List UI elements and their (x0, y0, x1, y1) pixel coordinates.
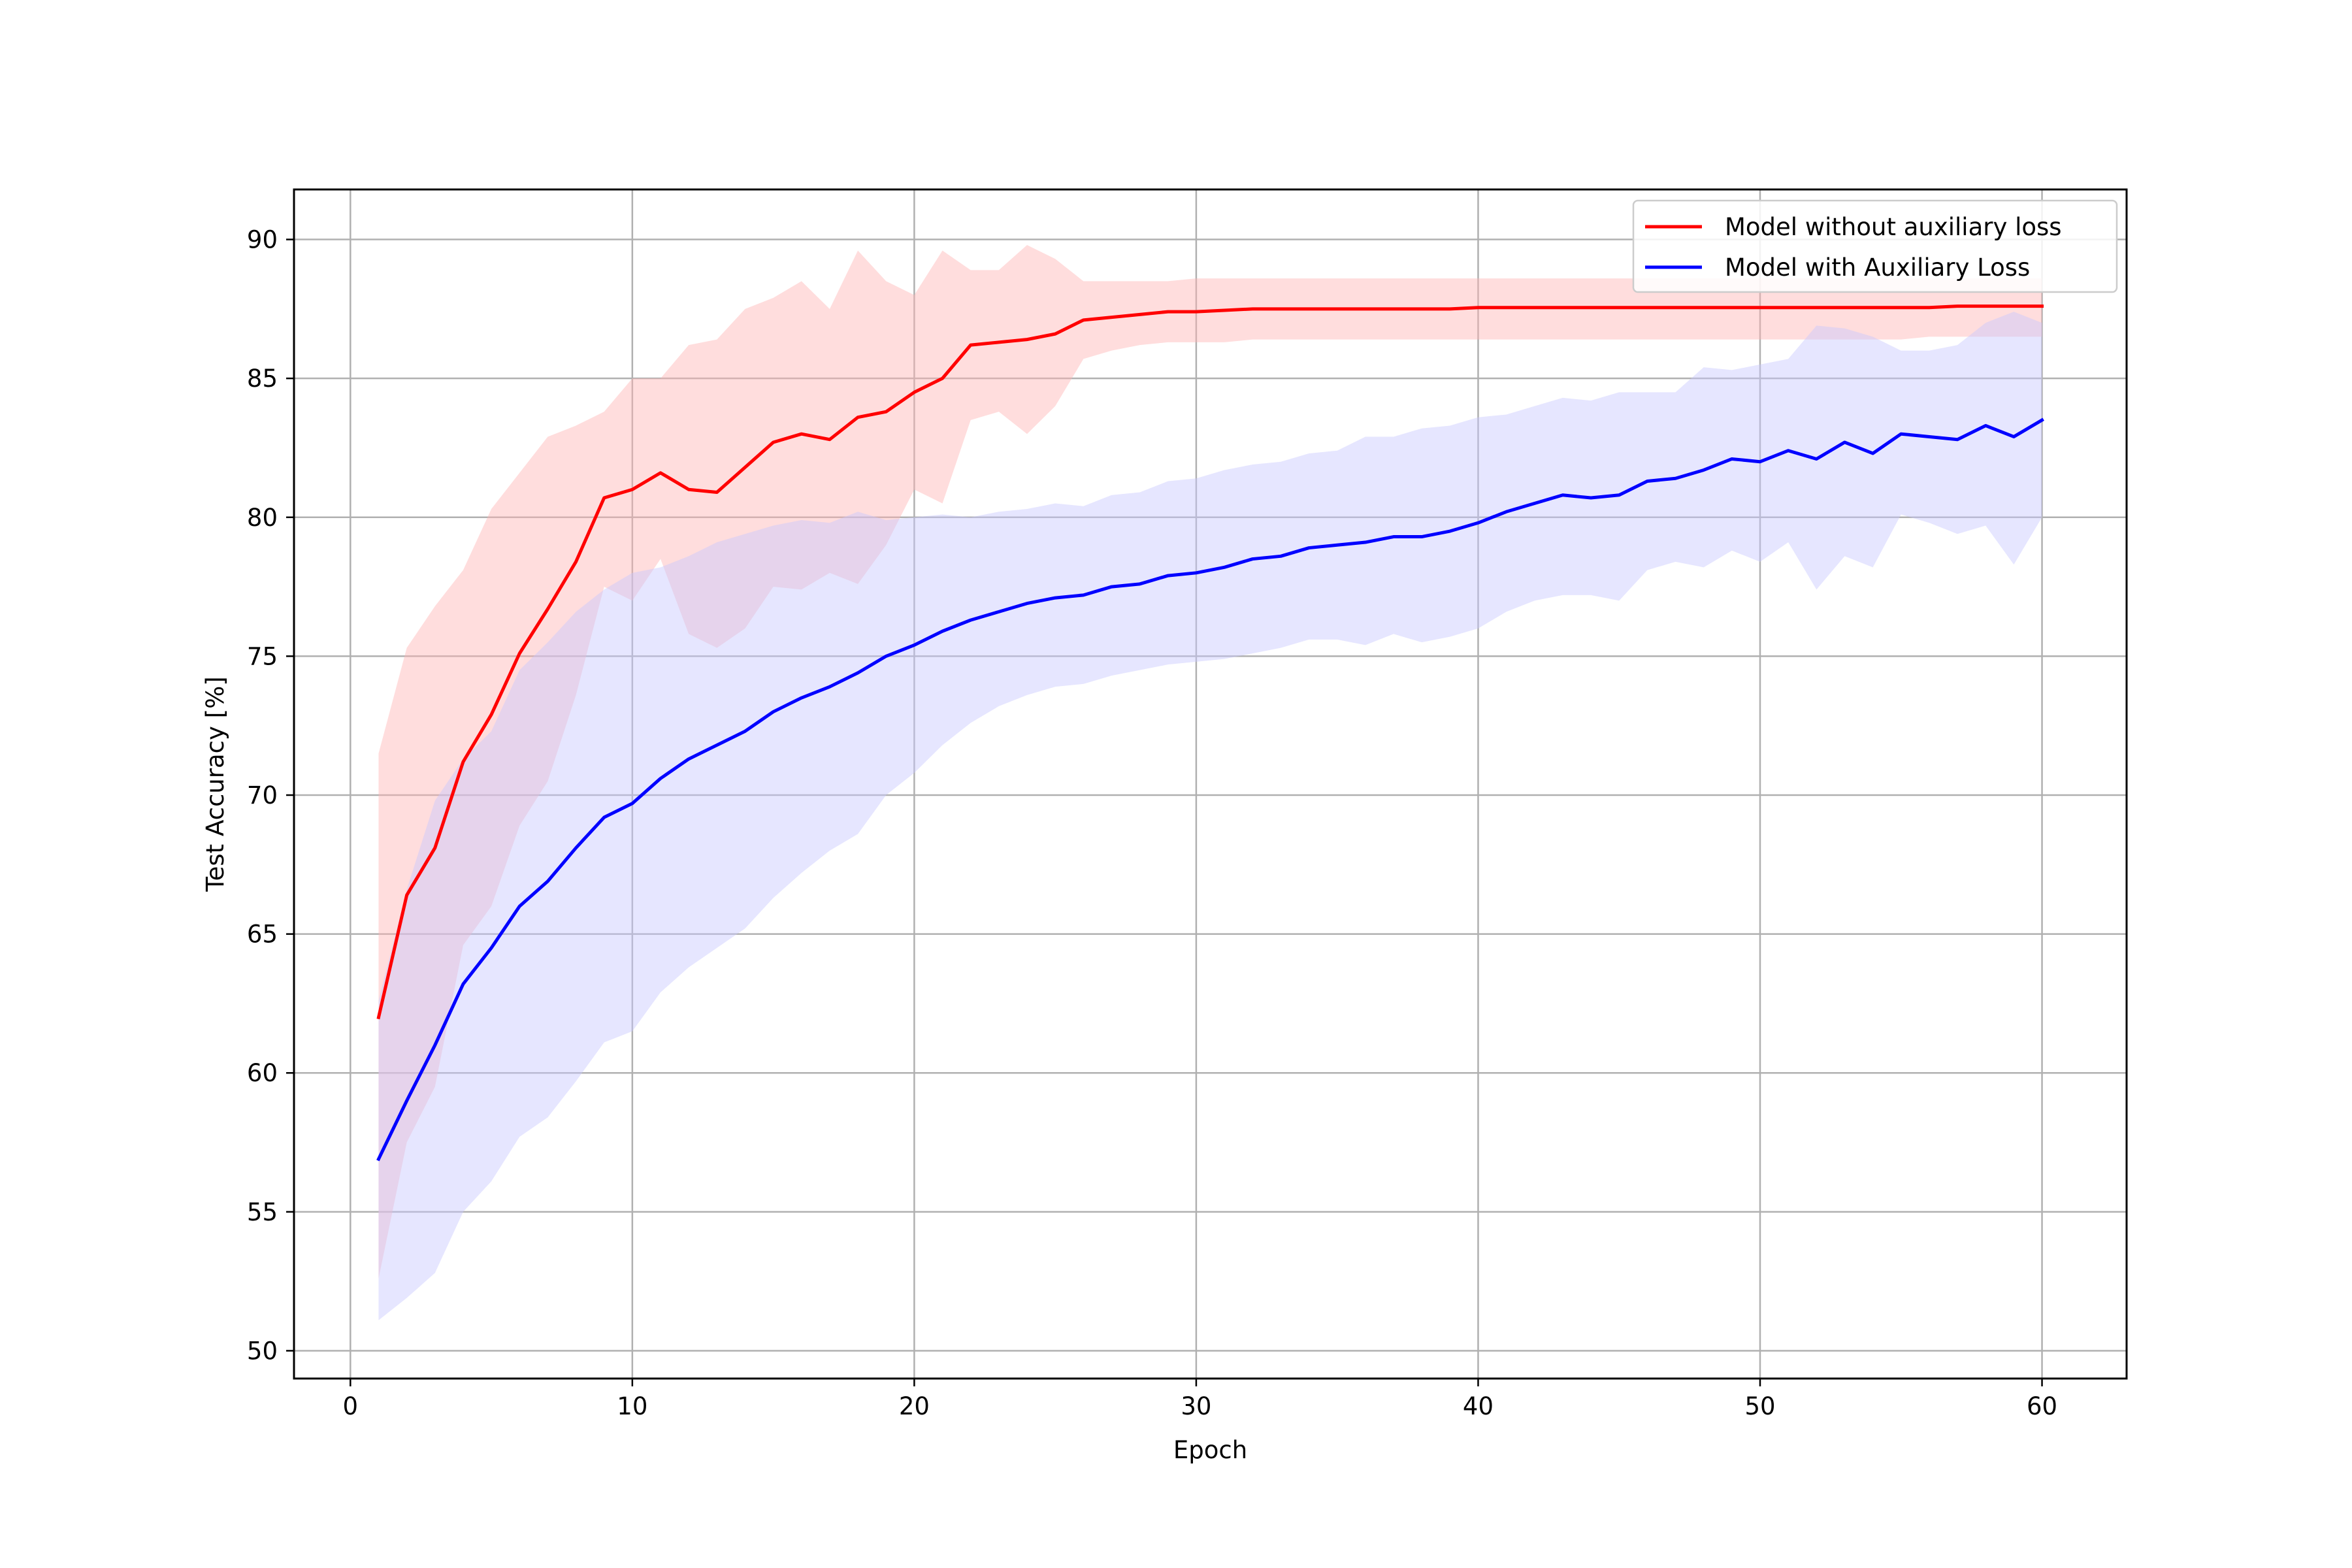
legend-label-without-aux: Model without auxiliary loss (1725, 213, 2062, 241)
confidence-bands (378, 245, 2042, 1320)
x-tick-label: 20 (899, 1392, 930, 1420)
legend: Model without auxiliary loss Model with … (1632, 199, 2118, 293)
band-with-aux (378, 312, 2042, 1320)
y-tick-label: 75 (247, 642, 278, 670)
x-tick-label: 40 (1463, 1392, 1494, 1420)
y-tick-label: 80 (247, 504, 278, 532)
y-tick-label: 60 (247, 1059, 278, 1087)
y-tick-label: 50 (247, 1337, 278, 1365)
x-tick-label: 10 (617, 1392, 647, 1420)
y-tick-label: 65 (247, 921, 278, 949)
axis-ticks: 0 10 20 30 40 50 60 50 55 60 65 70 75 80 85 90 (247, 226, 2057, 1420)
x-tick-label: 30 (1181, 1392, 1211, 1420)
legend-label-with-aux: Model with Auxiliary Loss (1725, 253, 2030, 282)
band-without-aux (378, 245, 2042, 1279)
series-lines (376, 304, 2044, 1162)
line-with-aux (376, 417, 2044, 1162)
x-axis-label: Epoch (1173, 1436, 1247, 1464)
y-tick-label: 55 (247, 1198, 278, 1226)
grid (294, 189, 2127, 1379)
x-tick-label: 50 (1744, 1392, 1775, 1420)
x-tick-label: 0 (343, 1392, 359, 1420)
y-tick-label: 90 (247, 226, 278, 254)
y-tick-label: 70 (247, 781, 278, 809)
plot-frame (293, 188, 2128, 1380)
y-tick-label: 85 (247, 365, 278, 393)
x-tick-label: 60 (2027, 1392, 2057, 1420)
line-without-aux (376, 304, 2044, 1020)
legend-box (1632, 199, 2118, 293)
y-axis-label: Test Accuracy [%] (201, 676, 229, 892)
